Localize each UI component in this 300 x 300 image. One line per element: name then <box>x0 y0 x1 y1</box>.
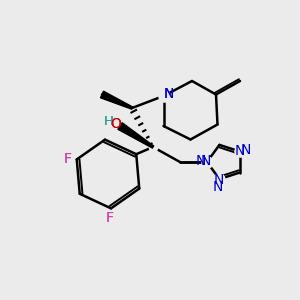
Text: O: O <box>110 118 121 131</box>
Text: N: N <box>195 154 206 167</box>
Text: F: F <box>106 211 113 225</box>
Text: N: N <box>164 87 174 101</box>
Text: H: H <box>104 115 113 128</box>
Text: N: N <box>201 154 211 168</box>
Polygon shape <box>100 91 133 109</box>
Text: N: N <box>214 173 224 187</box>
Text: F: F <box>106 211 113 225</box>
Text: N: N <box>234 144 245 158</box>
Text: F: F <box>63 152 71 167</box>
Text: F: F <box>63 152 71 167</box>
Text: H: H <box>104 115 113 128</box>
Text: O: O <box>110 118 121 131</box>
Polygon shape <box>118 123 154 148</box>
Text: N: N <box>213 180 223 194</box>
Text: N: N <box>241 143 251 157</box>
Text: N: N <box>164 87 174 101</box>
